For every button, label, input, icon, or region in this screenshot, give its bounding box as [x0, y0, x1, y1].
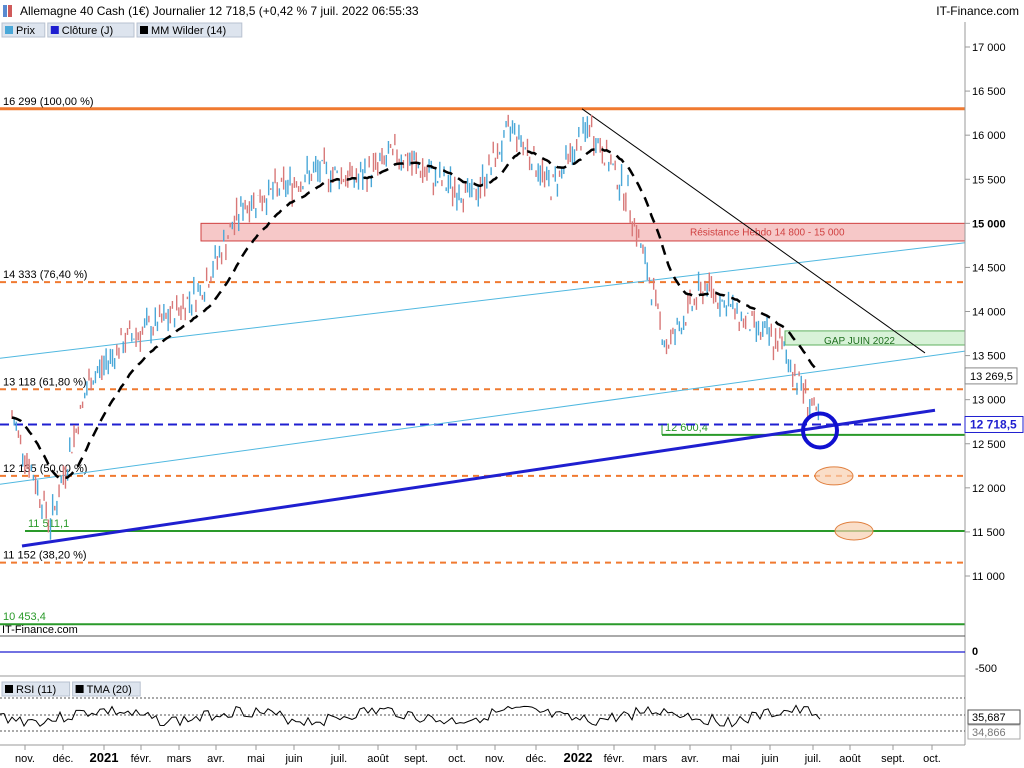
legend: Prix Clôture (J) MM Wilder (14) [1, 22, 243, 38]
rsi-value-box [967, 709, 1021, 725]
x-tick-label: juil. [804, 753, 822, 765]
rsi-value: 35,687 [967, 709, 1021, 725]
price-swatch-icon [5, 26, 13, 34]
ma-swatch-icon [140, 26, 148, 34]
target-ellipse [834, 521, 874, 541]
x-tick-label: févr. [131, 753, 152, 765]
price-label: 13 269,5 [964, 367, 1018, 385]
y-tick-label: 15 500 [972, 174, 1006, 186]
y-tick-label: 11 500 [972, 527, 1005, 539]
last-price-label: 12 718,5 [970, 417, 1017, 431]
x-tick-label: mai [247, 753, 265, 765]
legend-item-bg [47, 22, 135, 38]
header-bar [0, 0, 1024, 21]
y-tick-label: 16 000 [972, 130, 1006, 142]
level-label: 11 152 (38,20 %) [3, 550, 87, 562]
x-tick-label: 2022 [564, 750, 593, 765]
y-axis: 17 000 16 500 16 000 15 500 15 000 14 500 14 0… [964, 42, 1024, 583]
wilder-ma-line [11, 147, 820, 480]
level-label: 12 135 (50,00 %) [3, 463, 87, 475]
watermark-label: IT-Finance.com [2, 624, 78, 636]
rsi-value-label: 35,687 [972, 712, 1006, 724]
x-tick-label: avr. [681, 753, 699, 765]
price-bars [11, 114, 820, 540]
y-tick-label: 17 000 [972, 42, 1006, 54]
x-tick-label: oct. [448, 753, 466, 765]
y-tick-label: 16 500 [972, 86, 1006, 98]
legend-item-label: Clôture (J) [62, 25, 113, 37]
level-label: 14 333 (76,40 %) [3, 269, 87, 281]
highlight-circle [801, 411, 839, 450]
level-label: 13 118 (61,80 %) [3, 376, 87, 388]
legend-item-label: Prix [16, 25, 35, 37]
y-tick-label: 13 500 [972, 351, 1006, 363]
x-tick-label: mars [643, 753, 668, 765]
tma-value: 34,866 [967, 724, 1021, 740]
main-plot: Résistance Hebdo 14 800 - 15 000 GAP JUIN… [0, 96, 966, 626]
tma-value-box [967, 724, 1021, 740]
x-tick-label: déc. [526, 753, 547, 765]
target-ellipse [814, 466, 854, 486]
channel-upper-line [0, 242, 966, 359]
x-tick-label: févr. [604, 753, 625, 765]
x-tick-label: nov. [15, 753, 35, 765]
x-tick-label: août [367, 753, 388, 765]
legend-item-label: MM Wilder (14) [151, 25, 226, 37]
x-tick-label: avr. [207, 753, 225, 765]
level-label: 10 453,4 [3, 611, 46, 623]
x-tick-label: sept. [881, 753, 905, 765]
y-tick-label: 11 000 [972, 571, 1005, 583]
rsi-legend-bg [1, 681, 71, 697]
rsi-panel: RSI (11) TMA (20) 35,687 34,866 [0, 681, 1021, 740]
secondary-tick-label: 0 [972, 646, 978, 658]
x-tick-label: nov. [485, 753, 505, 765]
y-tick-label: 12 500 [972, 439, 1006, 451]
rsi-swatch-icon [5, 685, 13, 693]
secondary-panel: 0 -500 [0, 635, 997, 677]
x-tick-label: sept. [404, 753, 428, 765]
y-tick-label: 12 000 [972, 483, 1006, 495]
support-trendline [21, 408, 936, 548]
x-tick-label: juil. [330, 753, 348, 765]
close-swatch-icon [50, 26, 59, 34]
resistance-zone-label: Résistance Hebdo 14 800 - 15 000 [690, 227, 845, 238]
rsi-line [0, 704, 821, 728]
last-price-box [964, 415, 1024, 433]
x-tick-label: déc. [53, 753, 74, 765]
legend-item-bg [136, 22, 243, 38]
rsi-legend-label: RSI (11) [16, 684, 56, 696]
x-tick-label: 2021 [90, 750, 119, 765]
y-tick-label: 14 500 [972, 262, 1006, 274]
y-tick-label: 13 000 [972, 395, 1006, 407]
price-label-box [964, 367, 1018, 385]
x-tick-label: août [839, 753, 860, 765]
x-tick-label: mai [722, 753, 740, 765]
resistance-zone [200, 222, 966, 242]
rsi-legend-bg [72, 681, 141, 697]
brand-label: IT-Finance.com [936, 4, 1019, 18]
rsi-legend-label: TMA (20) [87, 684, 132, 696]
x-tick-label: mars [167, 753, 192, 765]
level-label: 16 299 (100,00 %) [3, 96, 94, 108]
price-label-text: 13 269,5 [970, 371, 1013, 383]
legend-item: Clôture (J) [47, 22, 135, 38]
channel-lower-line [0, 350, 966, 485]
gap-zone-label: GAP JUIN 2022 [824, 336, 895, 347]
x-tick-label: juin [284, 753, 302, 765]
tma-swatch-icon [75, 685, 84, 693]
x-tick-label: juin [760, 753, 778, 765]
chart-title: Allemagne 40 Cash (1€) Journalier 12 718… [20, 4, 419, 18]
y-tick-label: 14 000 [972, 307, 1006, 319]
legend-item: Prix [1, 22, 46, 38]
price-label: 12 718,5 [964, 415, 1024, 433]
x-tick-label: oct. [923, 753, 941, 765]
y-tick-label: 15 000 [972, 218, 1006, 230]
resistance-trendline [581, 108, 926, 354]
tma-value-label: 34,866 [972, 727, 1006, 739]
legend-item: MM Wilder (14) [136, 22, 243, 38]
x-axis: nov. déc. 2021 févr. mars avr. mai juin juil. aoû… [0, 744, 965, 765]
secondary-tick-label: -500 [975, 663, 997, 675]
